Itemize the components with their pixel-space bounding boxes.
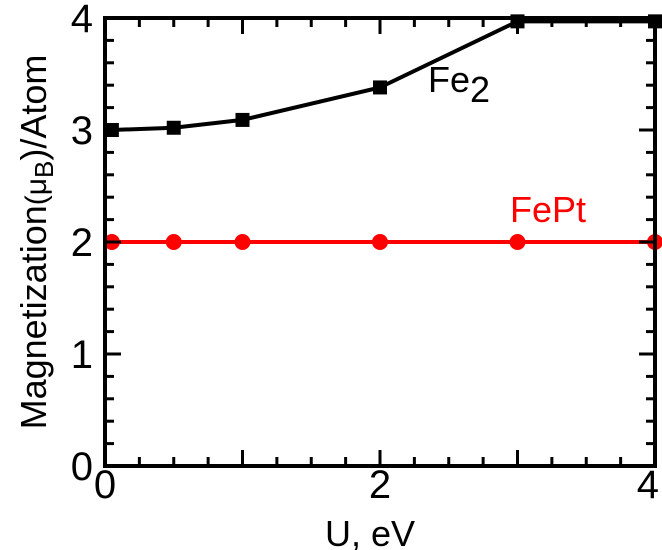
series-label-fept-main: FePt (510, 189, 586, 230)
y-axis-label-unit-sub: B (29, 161, 59, 178)
data-point-0-3 (373, 80, 387, 95)
y-tick-label: 3 (71, 109, 93, 153)
series-line-0 (111, 19, 655, 132)
data-point-0-2 (235, 112, 250, 127)
data-point-1-3 (372, 234, 388, 250)
data-point-1-1 (165, 234, 182, 250)
y-tick-label: 4 (71, 0, 93, 41)
y-axis-label-unit-prefix: (μ (20, 178, 53, 205)
plot-marks (103, 14, 662, 250)
data-point-0-1 (166, 120, 181, 135)
series-label-fe2-main: Fe (428, 59, 470, 100)
axis-ticks (103, 16, 657, 468)
series-label-fept: FePt (510, 189, 586, 230)
series-label-fe2: Fe2 (428, 59, 490, 110)
y-tick-label: 2 (71, 221, 93, 265)
x-tick-label: 0 (94, 463, 116, 507)
data-point-1-2 (234, 234, 251, 250)
x-axis-label: U, eV (325, 513, 415, 550)
y-tick-label: 1 (71, 333, 93, 377)
x-tick-label: 2 (369, 463, 391, 507)
series-label-fe2-sub: 2 (470, 69, 490, 110)
y-axis-label-unit-suffix: )/Atom (13, 55, 54, 161)
x-tick-label: 4 (637, 463, 659, 507)
y-axis-label-main: Magnetization (13, 205, 54, 429)
y-axis-label: Magnetization(μB)/Atom (13, 55, 59, 430)
data-point-1-4 (509, 234, 526, 250)
y-tick-label: 0 (71, 445, 93, 489)
